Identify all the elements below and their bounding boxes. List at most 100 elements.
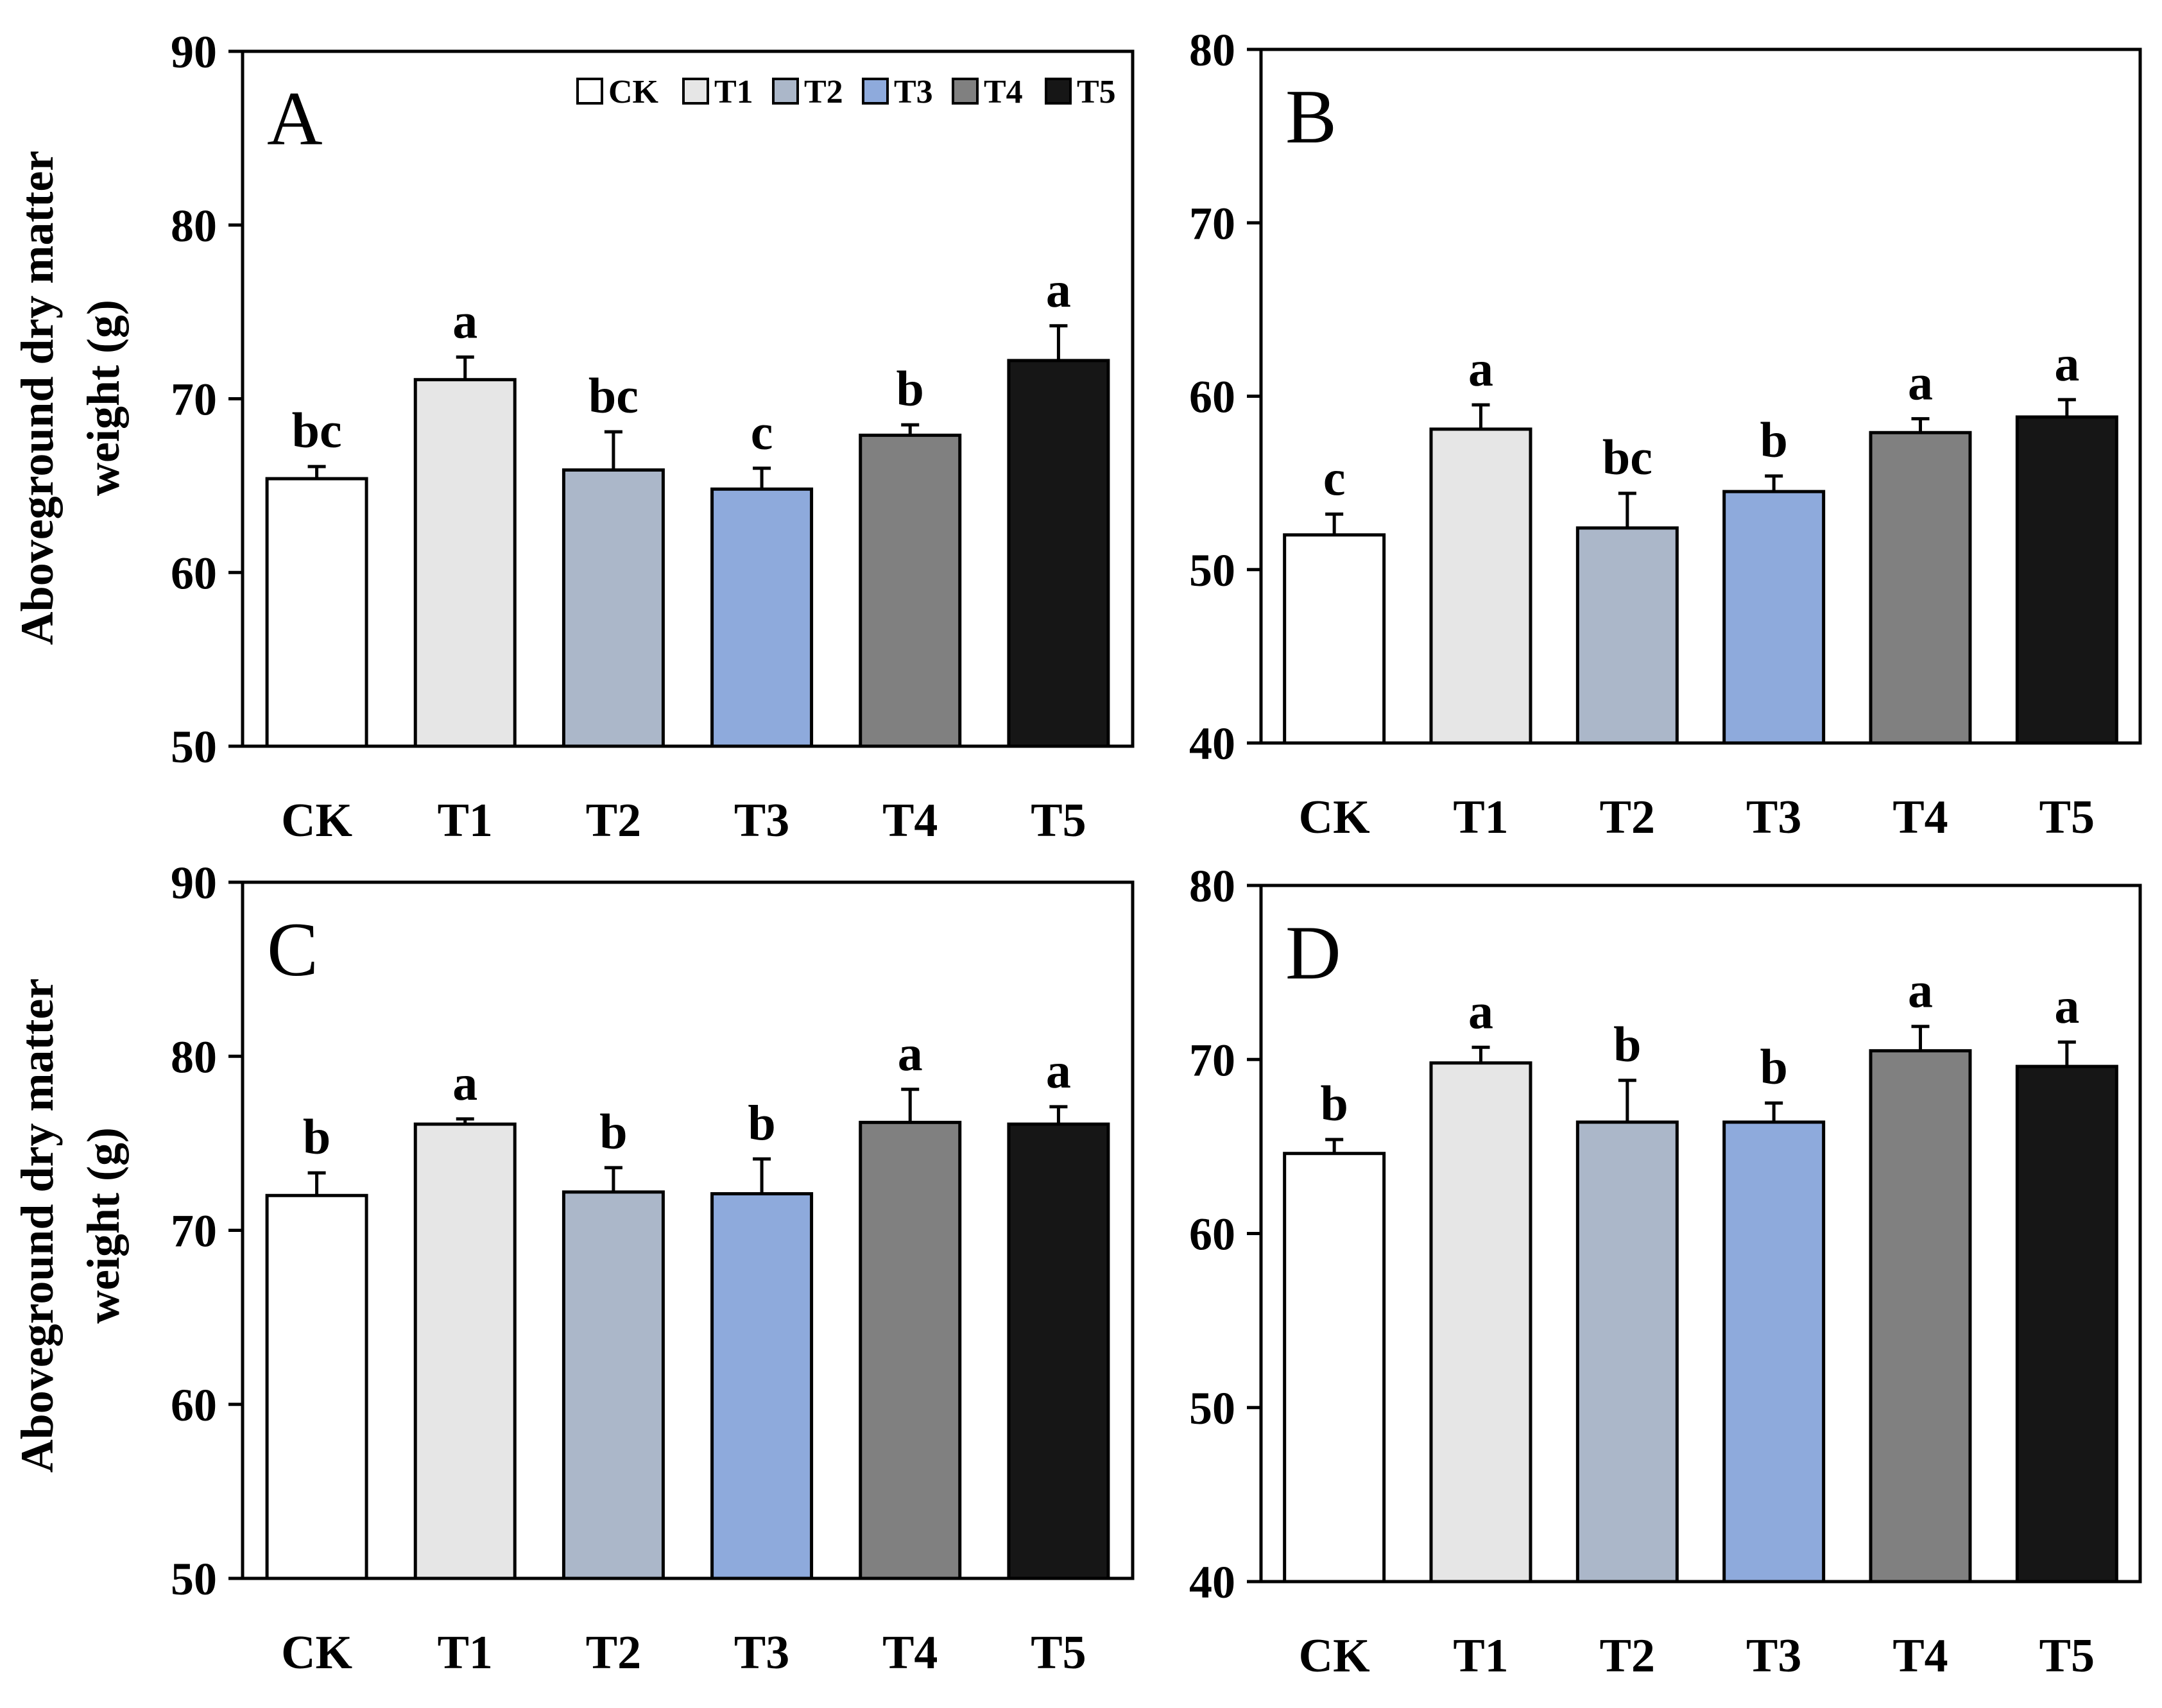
panel-c-category-label: T1 [438, 1627, 493, 1679]
panel-c-ytick-label: 70 [171, 1206, 217, 1257]
legend-swatch-t3 [862, 78, 889, 105]
legend-swatch-t5 [1045, 78, 1072, 105]
ylabel-bottom: Aboveground dry matter weight (g) [12, 978, 129, 1473]
panel-a-significance-ck: bc [292, 402, 342, 458]
legend-label-t1: T1 [714, 74, 753, 110]
panel-c-category-label: T4 [882, 1627, 938, 1679]
panel-b-plot-frame [1259, 47, 2142, 745]
panel-a-category-label: T3 [734, 794, 789, 847]
panel-d-ytick-label: 80 [1189, 860, 1235, 912]
panel-d-category-label: T5 [2039, 1630, 2095, 1682]
panel-c-ytick-label: 90 [171, 857, 217, 909]
panel-b-ytick-label: 40 [1189, 718, 1235, 769]
panel-d-plot-frame [1259, 884, 2142, 1584]
panel-a: 50 60 70 80 90 bc CK a T1 bc T2 c T3 b T4 a T5 A CK T1 T2 T3 T… [171, 26, 1135, 847]
ylabel-bottom-line2: weight (g) [78, 1127, 129, 1324]
ylabel-top: Aboveground dry matter weight (g) [12, 151, 129, 645]
panel-a-category-label: T1 [438, 794, 493, 847]
panel-c-bar-t2 [562, 1190, 665, 1580]
panel-a-bar-t4 [859, 433, 962, 748]
panel-b-category-label: T2 [1600, 791, 1655, 844]
panel-a-category-label: T4 [882, 794, 938, 847]
panel-b-ytick-label: 60 [1189, 371, 1235, 423]
panel-c-significance-t2: b [599, 1104, 627, 1159]
panel-c-category-label: T3 [734, 1627, 789, 1679]
panel-d-significance-t5: a [2054, 978, 2079, 1034]
panel-c-significance-ck: b [303, 1109, 330, 1165]
panel-d-bar-t2 [1575, 1120, 1679, 1584]
panel-a-plot-frame [241, 49, 1135, 748]
panel-a-bar-t1 [413, 378, 517, 748]
panel-c-bar-ck [265, 1193, 368, 1580]
panel-d-significance-t3: b [1760, 1039, 1787, 1095]
panel-b-category-label: T1 [1453, 791, 1508, 844]
panel-d-category-label: T1 [1453, 1630, 1508, 1682]
panel-c-ytick-label: 60 [171, 1379, 217, 1431]
panel-c-letter: C [267, 907, 318, 992]
panel-c: 50 60 70 80 90 b CK a T1 b T2 b T3 a T4 a T5 C [171, 857, 1135, 1679]
panel-c-category-label: T5 [1031, 1627, 1086, 1679]
panel-c-category-label: CK [281, 1627, 352, 1679]
panel-a-ytick-label: 60 [171, 547, 217, 599]
panel-b-significance-ck: c [1323, 450, 1346, 506]
panel-b-significance-t2: bc [1602, 429, 1652, 485]
panel-a-significance-t2: bc [588, 368, 639, 423]
panel-b-ytick-label: 80 [1189, 24, 1235, 76]
panel-d-bar-t4 [1869, 1049, 1972, 1584]
panel-b-significance-t5: a [2054, 336, 2079, 391]
panel-d-ytick-label: 60 [1189, 1209, 1235, 1260]
panel-c-significance-t1: a [452, 1055, 477, 1111]
panel-d-category-label: T2 [1600, 1630, 1655, 1682]
panel-b-category-label: T4 [1892, 791, 1948, 844]
panel-d-letter: D [1285, 910, 1341, 995]
panel-d: 40 50 60 70 80 b CK a T1 b T2 b T3 a T4 a T5 D [1189, 860, 2142, 1682]
panel-b-ytick-label: 50 [1189, 545, 1235, 596]
panel-b-significance-t4: a [1908, 355, 1933, 411]
panel-d-ytick-label: 70 [1189, 1034, 1235, 1086]
legend-swatch-t2 [772, 78, 799, 105]
panel-c-category-label: T2 [586, 1627, 641, 1679]
panel-d-category-label: T3 [1746, 1630, 1801, 1682]
panel-d-significance-t1: a [1468, 983, 1493, 1039]
panel-d-significance-t2: b [1613, 1016, 1641, 1072]
panel-a-significance-t1: a [452, 293, 477, 349]
panel-c-significance-t5: a [1046, 1043, 1071, 1098]
panel-b-significance-t1: a [1468, 341, 1493, 397]
panel-d-bar-t1 [1429, 1061, 1532, 1584]
panel-d-bar-t3 [1722, 1120, 1826, 1584]
panel-a-ytick-label: 90 [171, 26, 217, 78]
panel-b-bar-ck [1283, 533, 1386, 745]
panel-d-ytick-label: 50 [1189, 1383, 1235, 1434]
panel-d-ytick-label: 40 [1189, 1557, 1235, 1608]
panel-b: 40 50 60 70 80 c CK a T1 bc T2 b T3 a T4 a T5 B [1189, 24, 2142, 844]
panel-c-significance-t4: a [898, 1025, 923, 1081]
panel-a-category-label: T5 [1031, 794, 1086, 847]
panel-d-bar-ck [1283, 1152, 1386, 1584]
panel-b-category-label: CK [1299, 791, 1370, 844]
legend-swatch-ck [576, 78, 603, 105]
panel-b-bar-t5 [2015, 415, 2118, 745]
panel-c-bar-t1 [413, 1122, 517, 1580]
panel-c-significance-t3: b [748, 1095, 775, 1150]
panel-d-bar-t5 [2015, 1064, 2118, 1584]
panel-b-significance-t3: b [1760, 412, 1787, 468]
panel-b-bar-t2 [1575, 526, 1679, 745]
panel-b-bar-t4 [1869, 431, 1972, 745]
panel-a-category-label: T2 [586, 794, 641, 847]
legend-label-t2: T2 [804, 74, 843, 110]
legend-label-t3: T3 [894, 74, 933, 110]
panel-a-ytick-label: 80 [171, 200, 217, 252]
legend-swatch-t1 [682, 78, 709, 105]
panel-b-bar-t3 [1722, 490, 1826, 745]
panel-a-bar-ck [265, 477, 368, 748]
legend: CK T1 T2 T3 T4 T5 [576, 74, 1116, 110]
panel-a-letter: A [267, 76, 323, 161]
legend-label-ck: CK [608, 74, 659, 110]
panel-a-significance-t3: c [751, 404, 773, 460]
legend-label-t4: T4 [984, 74, 1023, 110]
panel-b-letter: B [1285, 74, 1337, 159]
panel-c-ytick-label: 80 [171, 1031, 217, 1082]
panel-d-significance-ck: b [1320, 1075, 1348, 1131]
panel-d-significance-t4: a [1908, 962, 1933, 1018]
